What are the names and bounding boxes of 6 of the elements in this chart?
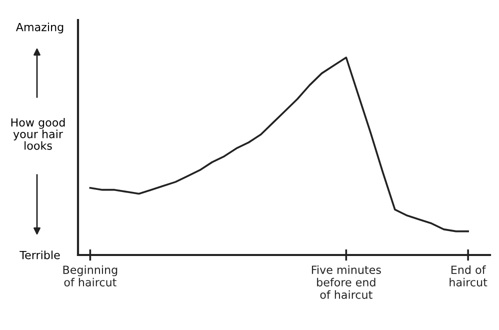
y-axis-title: How good your hair looks: [11, 118, 65, 150]
x-tick-label: Five minutes before end of haircut: [312, 265, 381, 299]
x-tick-label: End of haircut: [450, 265, 488, 286]
text: Terrible: [20, 250, 60, 260]
x-tick-label: Beginning of haircut: [63, 265, 118, 286]
text: Amazing: [16, 22, 64, 34]
